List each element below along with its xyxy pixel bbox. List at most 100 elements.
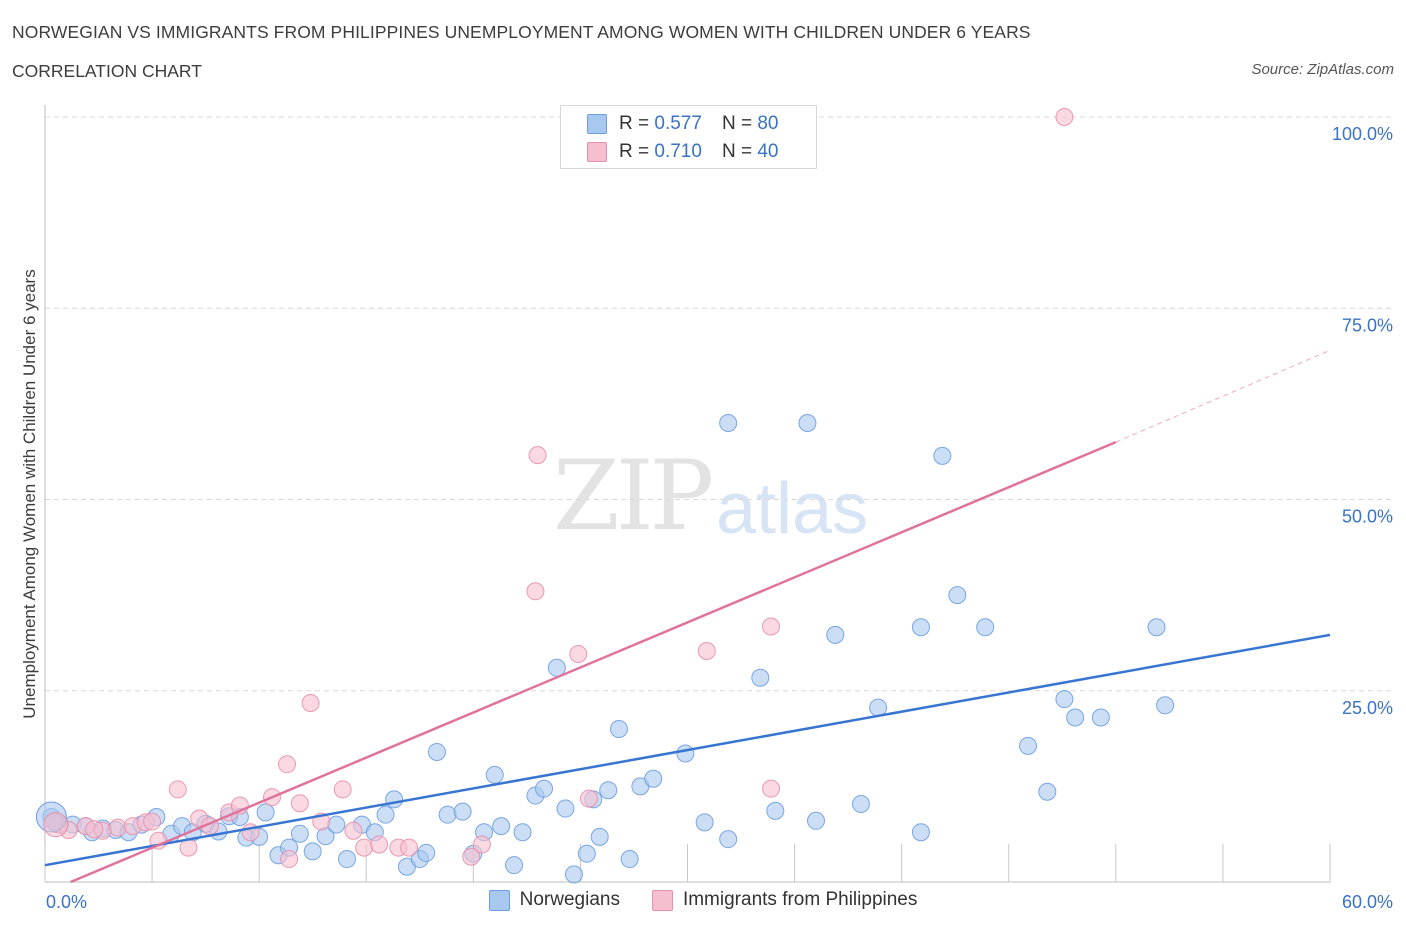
philippines-point <box>1055 108 1074 126</box>
philippines-trend-line <box>70 440 1117 884</box>
philippines-point <box>400 838 419 857</box>
norwegians-point <box>609 720 628 738</box>
norwegians-point <box>438 805 457 824</box>
x-tick-label: 60.0% <box>1342 892 1393 912</box>
legend-r-value: 0.577 <box>654 113 702 134</box>
y-tick-label: 25.0% <box>1342 698 1393 718</box>
philippines-point <box>280 850 299 869</box>
philippines-point <box>762 617 781 636</box>
legend-label-philippines: Immigrants from Philippines <box>682 889 918 910</box>
norwegians-point <box>427 742 446 761</box>
norwegians-point <box>505 856 524 875</box>
philippines-point <box>569 645 588 664</box>
norwegians-point <box>911 618 930 637</box>
norwegians-point <box>564 865 583 884</box>
norwegians-point <box>513 823 532 842</box>
norwegians-point <box>1091 708 1110 727</box>
y-tick-label: 75.0% <box>1342 315 1393 335</box>
norwegians-point <box>1038 782 1057 801</box>
norwegians-point <box>933 446 952 465</box>
y-tick-label: 100.0% <box>1332 124 1393 144</box>
legend-label-norwegians: Norwegians <box>519 889 620 910</box>
norwegians-point <box>492 817 511 836</box>
legend-row-philippines: R = 0.710 N = 40 <box>587 140 778 164</box>
norwegians-point <box>751 668 770 687</box>
norwegians-point <box>676 744 695 763</box>
norwegians-point <box>826 625 845 644</box>
stats-legend: R = 0.577 N = 80 R = 0.710 N = 40 <box>560 105 817 169</box>
philippines-point <box>108 818 127 837</box>
legend-row-norwegians: R = 0.577 N = 80 <box>587 112 778 136</box>
norwegians-point <box>385 790 404 809</box>
norwegians-point <box>620 850 639 869</box>
philippines-point <box>526 582 545 601</box>
legend-item-norwegians[interactable]: Norwegians <box>488 889 620 911</box>
legend-swatch-pink <box>587 142 607 162</box>
norwegians-point <box>644 769 663 788</box>
legend-n-value: 40 <box>757 141 779 162</box>
source-credit: Source: ZipAtlas.com <box>1251 61 1394 78</box>
y-axis-label: Unemployment Among Women with Children U… <box>20 269 39 719</box>
norwegians-point <box>453 802 472 821</box>
philippines-point <box>290 794 309 813</box>
legend-r-label: R = <box>619 141 650 162</box>
legend-swatch-philippines <box>651 889 673 911</box>
norwegians-point <box>485 765 504 784</box>
norwegians-point <box>599 781 618 800</box>
philippines-point <box>85 820 104 839</box>
norwegians-point <box>535 779 554 798</box>
philippines-point <box>278 755 297 774</box>
norwegians-point <box>766 801 785 820</box>
philippines-point <box>301 693 320 712</box>
watermark-atlas: atlas <box>716 469 869 549</box>
norwegians-point <box>719 414 738 432</box>
norwegians-point <box>303 842 322 861</box>
legend-n-value: 80 <box>757 113 779 134</box>
philippines-point <box>528 446 547 465</box>
legend-item-philippines[interactable]: Immigrants from Philippines <box>651 889 918 911</box>
norwegians-point <box>417 843 436 862</box>
philippines-point <box>43 812 69 838</box>
norwegians-point <box>1055 690 1074 709</box>
norwegians-point <box>719 830 738 849</box>
philippines-point <box>344 821 363 840</box>
norwegians-point <box>1019 736 1038 755</box>
norwegians-point <box>327 815 346 834</box>
legend-r-value: 0.710 <box>654 141 702 162</box>
y-tick-label: 50.0% <box>1342 507 1393 527</box>
norwegians-point <box>1066 708 1085 727</box>
norwegians-trend-line <box>44 633 1331 867</box>
norwegians-point <box>976 618 995 637</box>
legend-n-label: N = <box>721 141 753 162</box>
norwegians-point <box>695 813 714 832</box>
philippines-point <box>697 641 716 660</box>
norwegians-point <box>851 794 870 813</box>
philippines-point <box>143 812 162 831</box>
philippines-point <box>355 838 374 857</box>
norwegians-point <box>1156 696 1175 715</box>
philippines-point <box>579 789 598 808</box>
norwegians-point <box>256 803 275 822</box>
norwegians-point <box>376 805 395 824</box>
norwegians-point <box>337 850 356 869</box>
philippines-trend-extension <box>1115 349 1331 443</box>
norwegians-point <box>798 414 817 432</box>
legend-swatch-blue <box>587 114 607 134</box>
chart-subtitle: CORRELATION CHART <box>12 61 202 81</box>
philippines-point <box>333 780 352 799</box>
norwegians-point <box>948 586 967 605</box>
watermark-zip: ZIP <box>553 440 714 552</box>
philippines-point <box>472 835 491 854</box>
legend-swatch-norwegians <box>488 889 510 911</box>
chart-title: NORWEGIAN VS IMMIGRANTS FROM PHILIPPINES… <box>12 22 1031 42</box>
norwegians-point <box>590 827 609 846</box>
x-tick-label: 0.0% <box>46 892 87 912</box>
norwegians-point <box>807 811 825 830</box>
legend-r-label: R = <box>619 113 650 134</box>
philippines-point <box>762 779 781 798</box>
norwegians-point <box>869 698 888 717</box>
philippines-point <box>168 780 187 799</box>
philippines-point <box>370 835 389 854</box>
norwegians-point <box>556 799 575 818</box>
